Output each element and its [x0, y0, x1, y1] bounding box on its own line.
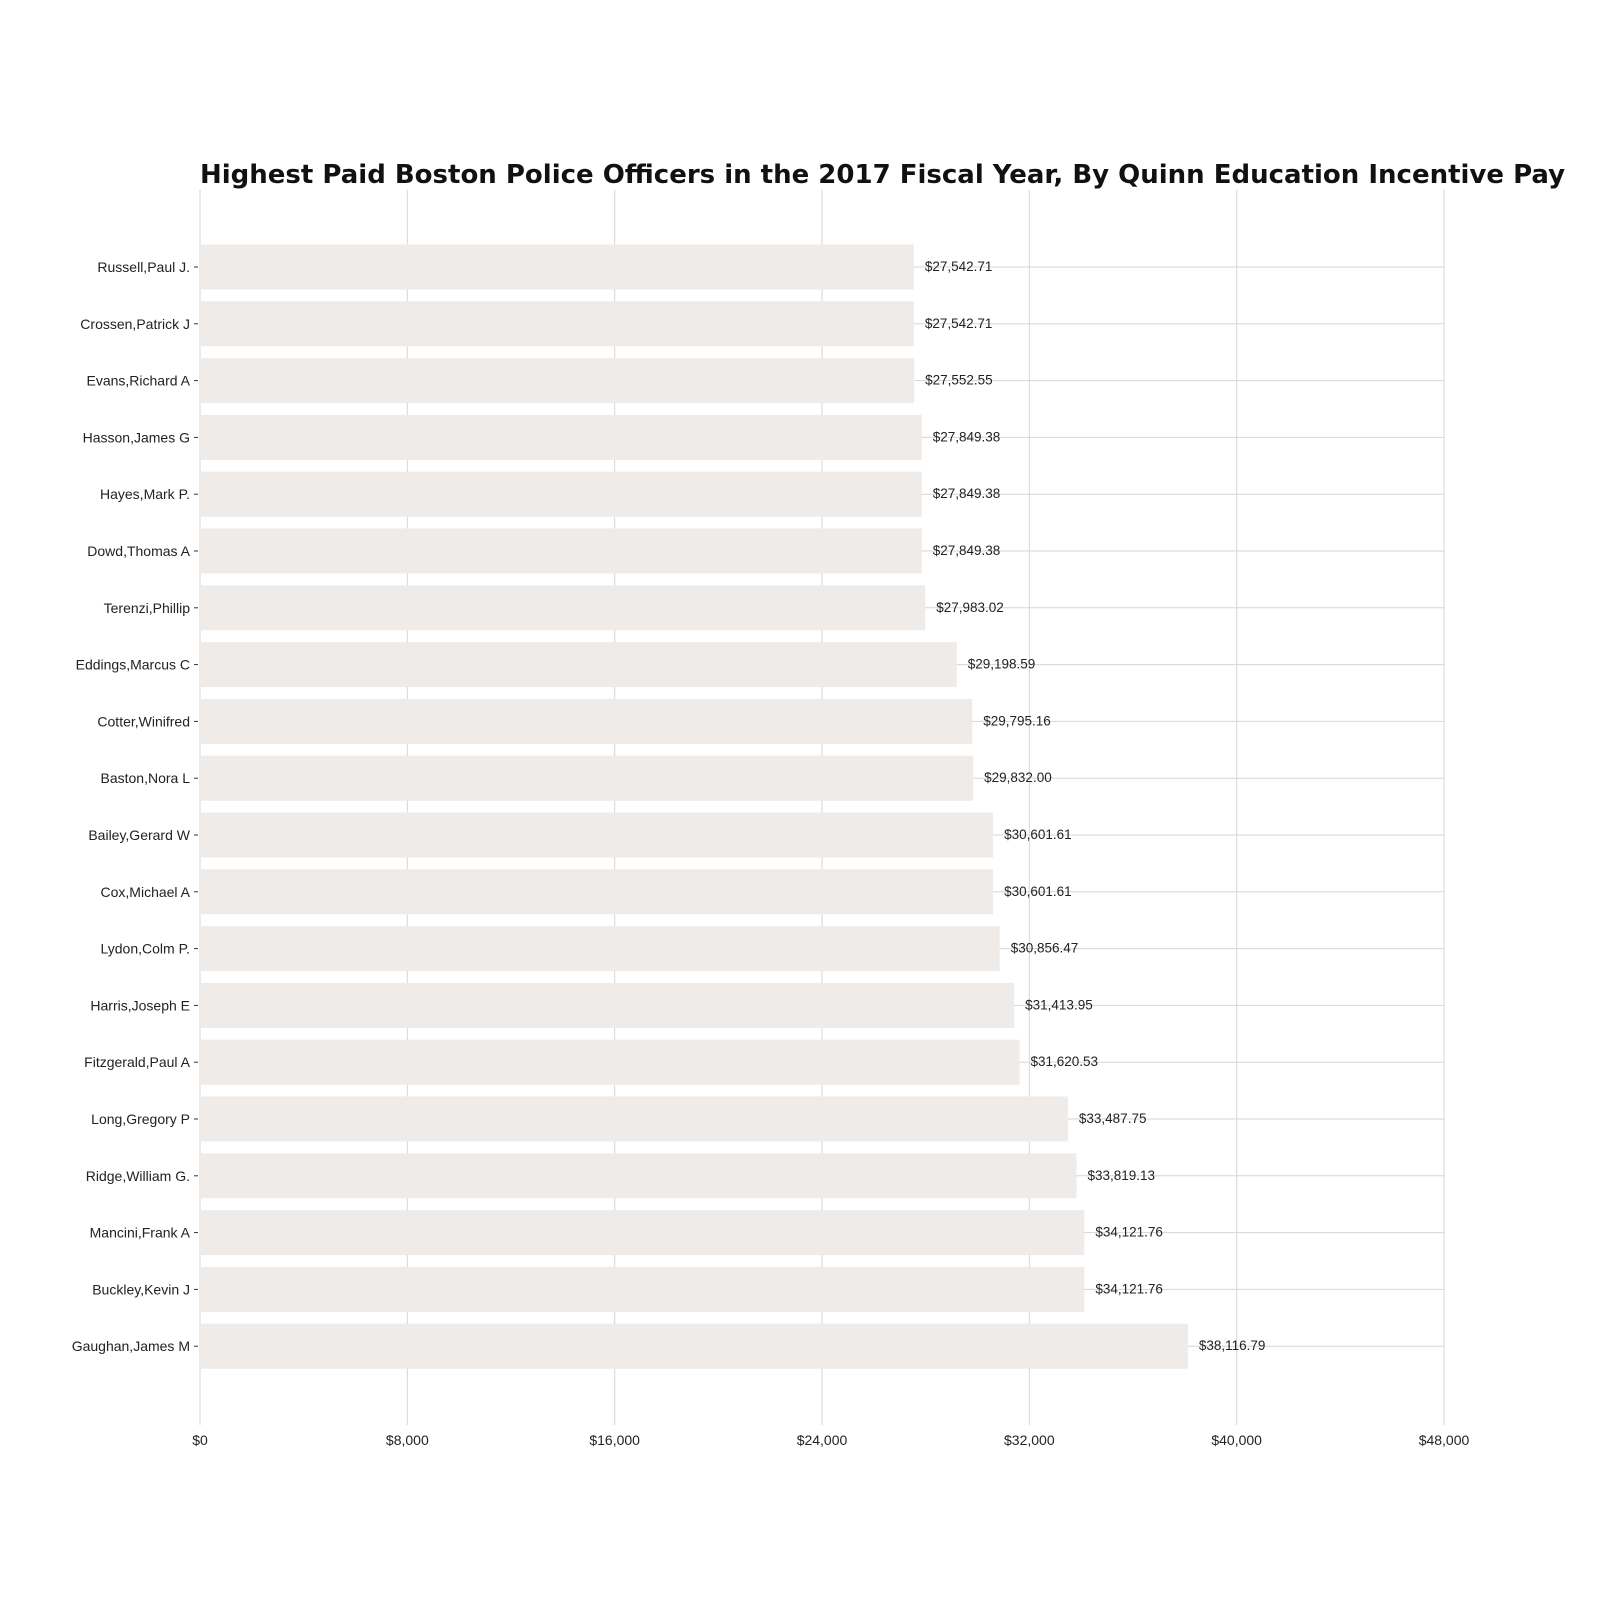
- bar: [200, 982, 1015, 1028]
- y-tick-label: Russell,Paul J.: [97, 259, 190, 275]
- y-tick-label: Bailey,Gerard W: [88, 827, 190, 843]
- y-tick-label: Hasson,James G: [83, 429, 190, 445]
- value-labels: $27,542.71 $27,542.71 $27,552.55 $27,849.38…: [925, 259, 1266, 1353]
- data-label: $27,849.38: [933, 429, 1001, 444]
- y-tick-label: Mancini,Frank A: [90, 1225, 191, 1241]
- y-tick-label: Dowd,Thomas A: [87, 543, 190, 559]
- bar: [200, 926, 1000, 972]
- bar: [200, 414, 922, 460]
- bar: [200, 869, 994, 915]
- data-label: $34,121.76: [1095, 1281, 1163, 1296]
- x-tick-label: $16,000: [589, 1432, 640, 1448]
- data-label: $38,116.79: [1199, 1338, 1266, 1353]
- y-tick-label: Evans,Richard A: [87, 373, 191, 389]
- data-label: $33,819.13: [1087, 1168, 1155, 1183]
- x-tick-label: $24,000: [797, 1432, 848, 1448]
- x-tick-label: $8,000: [386, 1432, 429, 1448]
- data-label: $29,795.16: [983, 713, 1051, 728]
- y-axis-labels: Russell,Paul J. Crossen,Patrick J Evans,Ri…: [72, 259, 198, 1354]
- data-label: $27,542.71: [925, 316, 993, 331]
- data-label: $27,552.55: [925, 373, 993, 388]
- bar: [200, 358, 915, 404]
- y-tick-label: Long,Gregory P: [91, 1111, 190, 1127]
- bar: [200, 1266, 1085, 1312]
- bar: [200, 812, 994, 858]
- data-label: $30,856.47: [1011, 941, 1079, 956]
- bar: [200, 244, 914, 290]
- y-tick-label: Harris,Joseph E: [90, 997, 190, 1013]
- bar: [200, 1096, 1068, 1142]
- y-tick-label: Cotter,Winifred: [97, 713, 190, 729]
- bar: [200, 585, 926, 631]
- y-tick-label: Crossen,Patrick J: [80, 316, 190, 332]
- bar: [200, 1039, 1020, 1085]
- data-label: $27,849.38: [933, 486, 1001, 501]
- y-tick-label: Baston,Nora L: [101, 770, 191, 786]
- data-label: $27,542.71: [925, 259, 993, 274]
- data-label: $30,601.61: [1004, 827, 1072, 842]
- bar: [200, 471, 922, 517]
- y-tick-label: Hayes,Mark P.: [100, 486, 190, 502]
- bar: [200, 642, 957, 688]
- data-label: $29,198.59: [968, 657, 1036, 672]
- y-tick-label: Cox,Michael A: [101, 884, 191, 900]
- chart-title: Highest Paid Boston Police Officers in t…: [200, 160, 1565, 190]
- x-tick-label: $40,000: [1211, 1432, 1262, 1448]
- data-label: $29,832.00: [984, 770, 1052, 785]
- bar: [200, 1210, 1085, 1256]
- bar: [200, 528, 922, 574]
- x-axis-labels: $0 $8,000 $16,000 $24,000 $32,000 $40,000 $48,…: [192, 1432, 1469, 1448]
- y-tick-label: Eddings,Marcus C: [76, 657, 190, 673]
- data-label: $27,849.38: [933, 543, 1001, 558]
- bar: [200, 698, 973, 744]
- bar: [200, 755, 974, 801]
- bar: [200, 1323, 1188, 1369]
- bar: [200, 301, 914, 347]
- bars: [200, 244, 1188, 1369]
- y-tick-label: Lydon,Colm P.: [101, 941, 191, 957]
- data-label: $31,413.95: [1025, 997, 1093, 1012]
- y-tick-label: Terenzi,Phillip: [104, 600, 191, 616]
- data-label: $30,601.61: [1004, 884, 1072, 899]
- y-tick-label: Ridge,William G.: [86, 1168, 190, 1184]
- data-label: $33,487.75: [1079, 1111, 1147, 1126]
- data-label: $27,983.02: [936, 600, 1004, 615]
- data-label: $34,121.76: [1095, 1225, 1163, 1240]
- x-tick-label: $0: [192, 1432, 208, 1448]
- x-tick-label: $48,000: [1419, 1432, 1470, 1448]
- y-tick-label: Gaughan,James M: [72, 1338, 190, 1354]
- y-tick-label: Fitzgerald,Paul A: [84, 1054, 190, 1070]
- bar: [200, 1153, 1077, 1199]
- y-tick-label: Buckley,Kevin J: [92, 1281, 190, 1297]
- data-label: $31,620.53: [1030, 1054, 1098, 1069]
- x-tick-label: $32,000: [1004, 1432, 1055, 1448]
